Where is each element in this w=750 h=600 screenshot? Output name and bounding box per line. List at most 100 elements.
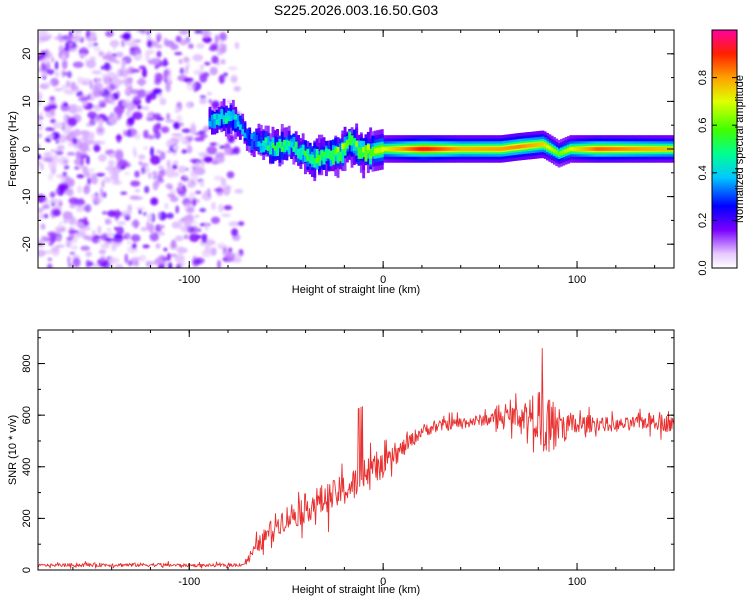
noise-blob [224,148,231,156]
noise-blob [38,154,42,160]
noise-blob [55,244,65,248]
signal-cell [245,129,249,135]
noise-blob [230,74,238,84]
noise-blob [138,161,142,165]
signal-cell [550,147,554,152]
noise-blob [166,113,171,121]
signal-cell [299,147,303,154]
signal-cell [231,114,235,131]
chart-title: S225.2026.003.16.50.G03 [274,2,438,18]
signal-cell [427,147,431,151]
signal-cell [378,147,382,153]
noise-blob [86,59,96,69]
signal-cell [308,145,312,162]
spectrogram-ylabel: Frequency (Hz) [7,111,19,187]
noise-blob [130,257,142,261]
noise-blob [148,92,157,100]
signal-cell [266,136,270,146]
signal-cell [534,143,538,147]
noise-blob [70,81,77,92]
noise-blob [147,59,159,65]
noise-blob [38,117,41,123]
noise-blob [174,51,183,56]
noise-blob [175,205,179,214]
spectrogram-xlabel: Height of straight line (km) [292,284,420,296]
signal-track [208,98,674,182]
noise-blob [63,125,71,135]
signal-cell [269,149,272,155]
snr-frame [37,329,675,571]
spectrogram-layer [38,30,674,268]
noise-blob [73,35,82,42]
signal-cell [283,142,286,153]
noise-blob [170,239,177,248]
noise-blob [134,189,140,193]
signal-cell [453,147,456,151]
noise-blob [178,58,183,65]
x-tick-label: 100 [568,576,586,588]
signal-cell [406,147,410,151]
noise-blob [98,99,108,104]
signal-cell [336,146,340,153]
signal-cell [301,144,305,155]
signal-cell [462,147,466,151]
signal-cell [573,147,577,151]
signal-cell [597,147,601,151]
signal-cell [439,147,442,151]
y-tick-label: 10 [21,95,33,107]
colorbar-gradient [711,29,738,269]
signal-cell [257,142,261,153]
noise-blob [194,167,206,176]
noise-blob [138,209,142,215]
noise-blob [127,260,133,267]
signal-cell [532,143,535,148]
noise-blob [156,32,162,42]
signal-cell [529,143,533,148]
noise-blob [143,211,147,217]
noise-blob [138,77,146,87]
signal-cell [618,147,622,151]
noise-blob [143,129,149,139]
noise-blob [218,74,225,84]
noise-blob [100,65,105,71]
noise-blob [131,243,137,250]
signal-cell [252,134,256,150]
noise-blob [76,174,85,179]
noise-blob [224,184,232,192]
signal-cell [525,144,528,148]
noise-blob [199,134,208,138]
signal-cell [627,147,631,151]
noise-blob [187,178,195,187]
signal-cell [492,147,496,151]
noise-blob [147,213,153,222]
noise-blob [112,236,124,243]
noise-blob [122,128,126,136]
noise-blob [174,106,180,114]
noise-blob [52,122,64,129]
snr-series-line [38,347,674,569]
signal-cell [464,147,468,151]
noise-blob [38,207,45,213]
noise-blob [211,55,219,64]
noise-blob [141,162,147,168]
noise-blob [97,128,103,132]
noise-blob [192,258,202,265]
noise-blob [170,196,179,203]
noise-blob [60,84,67,90]
signal-cell [338,143,342,159]
noise-blob [124,253,129,264]
noise-blob [211,202,216,210]
signal-cell [632,147,635,151]
noise-blob [201,233,208,244]
signal-cell [446,147,449,151]
noise-blob [228,247,233,253]
noise-blob [226,252,236,262]
signal-cell [262,142,266,153]
signal-cell [408,147,412,151]
noise-blob [159,97,167,106]
noise-blob [98,51,105,57]
noise-blob [127,204,133,213]
signal-cell [227,115,231,122]
noise-blob [81,46,87,51]
noise-blob [67,71,72,79]
